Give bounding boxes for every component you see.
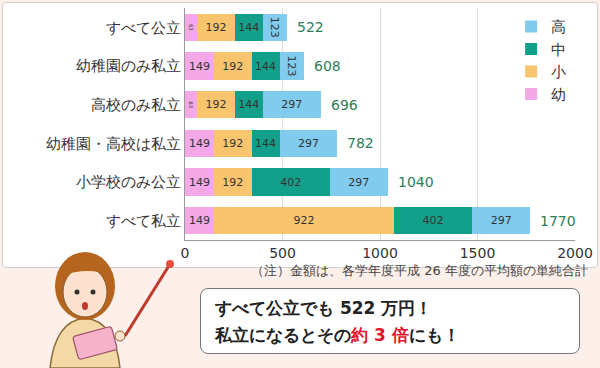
svg-text:すべて私立: すべて私立 (106, 212, 181, 230)
svg-text:144: 144 (255, 137, 276, 150)
svg-text:144: 144 (238, 98, 259, 111)
svg-text:297: 297 (348, 176, 369, 189)
html-text:私立になるとその約 3 倍にも！: 私立になるとその約 3 倍にも！ (215, 325, 460, 345)
svg-text:幼: 幼 (551, 86, 566, 104)
svg-text:144: 144 (255, 60, 276, 73)
svg-text:192: 192 (222, 137, 243, 150)
svg-text:小: 小 (551, 63, 566, 81)
svg-text:144: 144 (238, 21, 259, 34)
svg-text:297: 297 (298, 137, 319, 150)
svg-text:小学校のみ公立: 小学校のみ公立 (76, 173, 181, 191)
html-text:（注）金額は、各学年度平成 26 年度の平均額の単純合計: （注）金額は、各学年度平成 26 年度の平均額の単純合計 (251, 263, 588, 278)
svg-text:1000: 1000 (362, 245, 398, 261)
svg-text:402: 402 (423, 214, 444, 227)
svg-text:297: 297 (491, 214, 512, 227)
svg-text:922: 922 (293, 214, 314, 227)
svg-text:2000: 2000 (557, 245, 593, 261)
svg-text:高: 高 (551, 18, 566, 36)
svg-text:すべて公立: すべて公立 (106, 19, 181, 37)
html-text:すべて公立でも 522 万円！: すべて公立でも 522 万円！ (215, 298, 433, 318)
svg-text:192: 192 (222, 60, 243, 73)
svg-text:402: 402 (280, 176, 301, 189)
svg-text:1500: 1500 (460, 245, 496, 261)
svg-text:123: 123 (268, 17, 281, 38)
svg-text:297: 297 (281, 98, 302, 111)
svg-text:696: 696 (331, 97, 358, 113)
svg-text:192: 192 (206, 98, 227, 111)
svg-text:中: 中 (551, 41, 566, 59)
svg-text:192: 192 (206, 21, 227, 34)
svg-text:1040: 1040 (398, 174, 434, 190)
svg-text:63: 63 (188, 101, 194, 108)
svg-text:149: 149 (189, 176, 210, 189)
svg-text:1770: 1770 (540, 213, 576, 229)
svg-text:149: 149 (189, 214, 210, 227)
svg-text:幼稚園のみ私立: 幼稚園のみ私立 (76, 57, 181, 75)
svg-text:522: 522 (297, 19, 324, 35)
svg-text:149: 149 (189, 60, 210, 73)
svg-text:123: 123 (285, 56, 298, 77)
svg-text:63: 63 (188, 24, 194, 31)
svg-text:608: 608 (314, 58, 341, 74)
svg-text:0: 0 (181, 245, 190, 261)
svg-text:幼稚園・高校は私立: 幼稚園・高校は私立 (46, 135, 181, 153)
svg-text:500: 500 (269, 245, 296, 261)
svg-text:192: 192 (222, 176, 243, 189)
svg-text:782: 782 (347, 135, 374, 151)
svg-text:高校のみ私立: 高校のみ私立 (91, 96, 181, 114)
svg-text:149: 149 (189, 137, 210, 150)
